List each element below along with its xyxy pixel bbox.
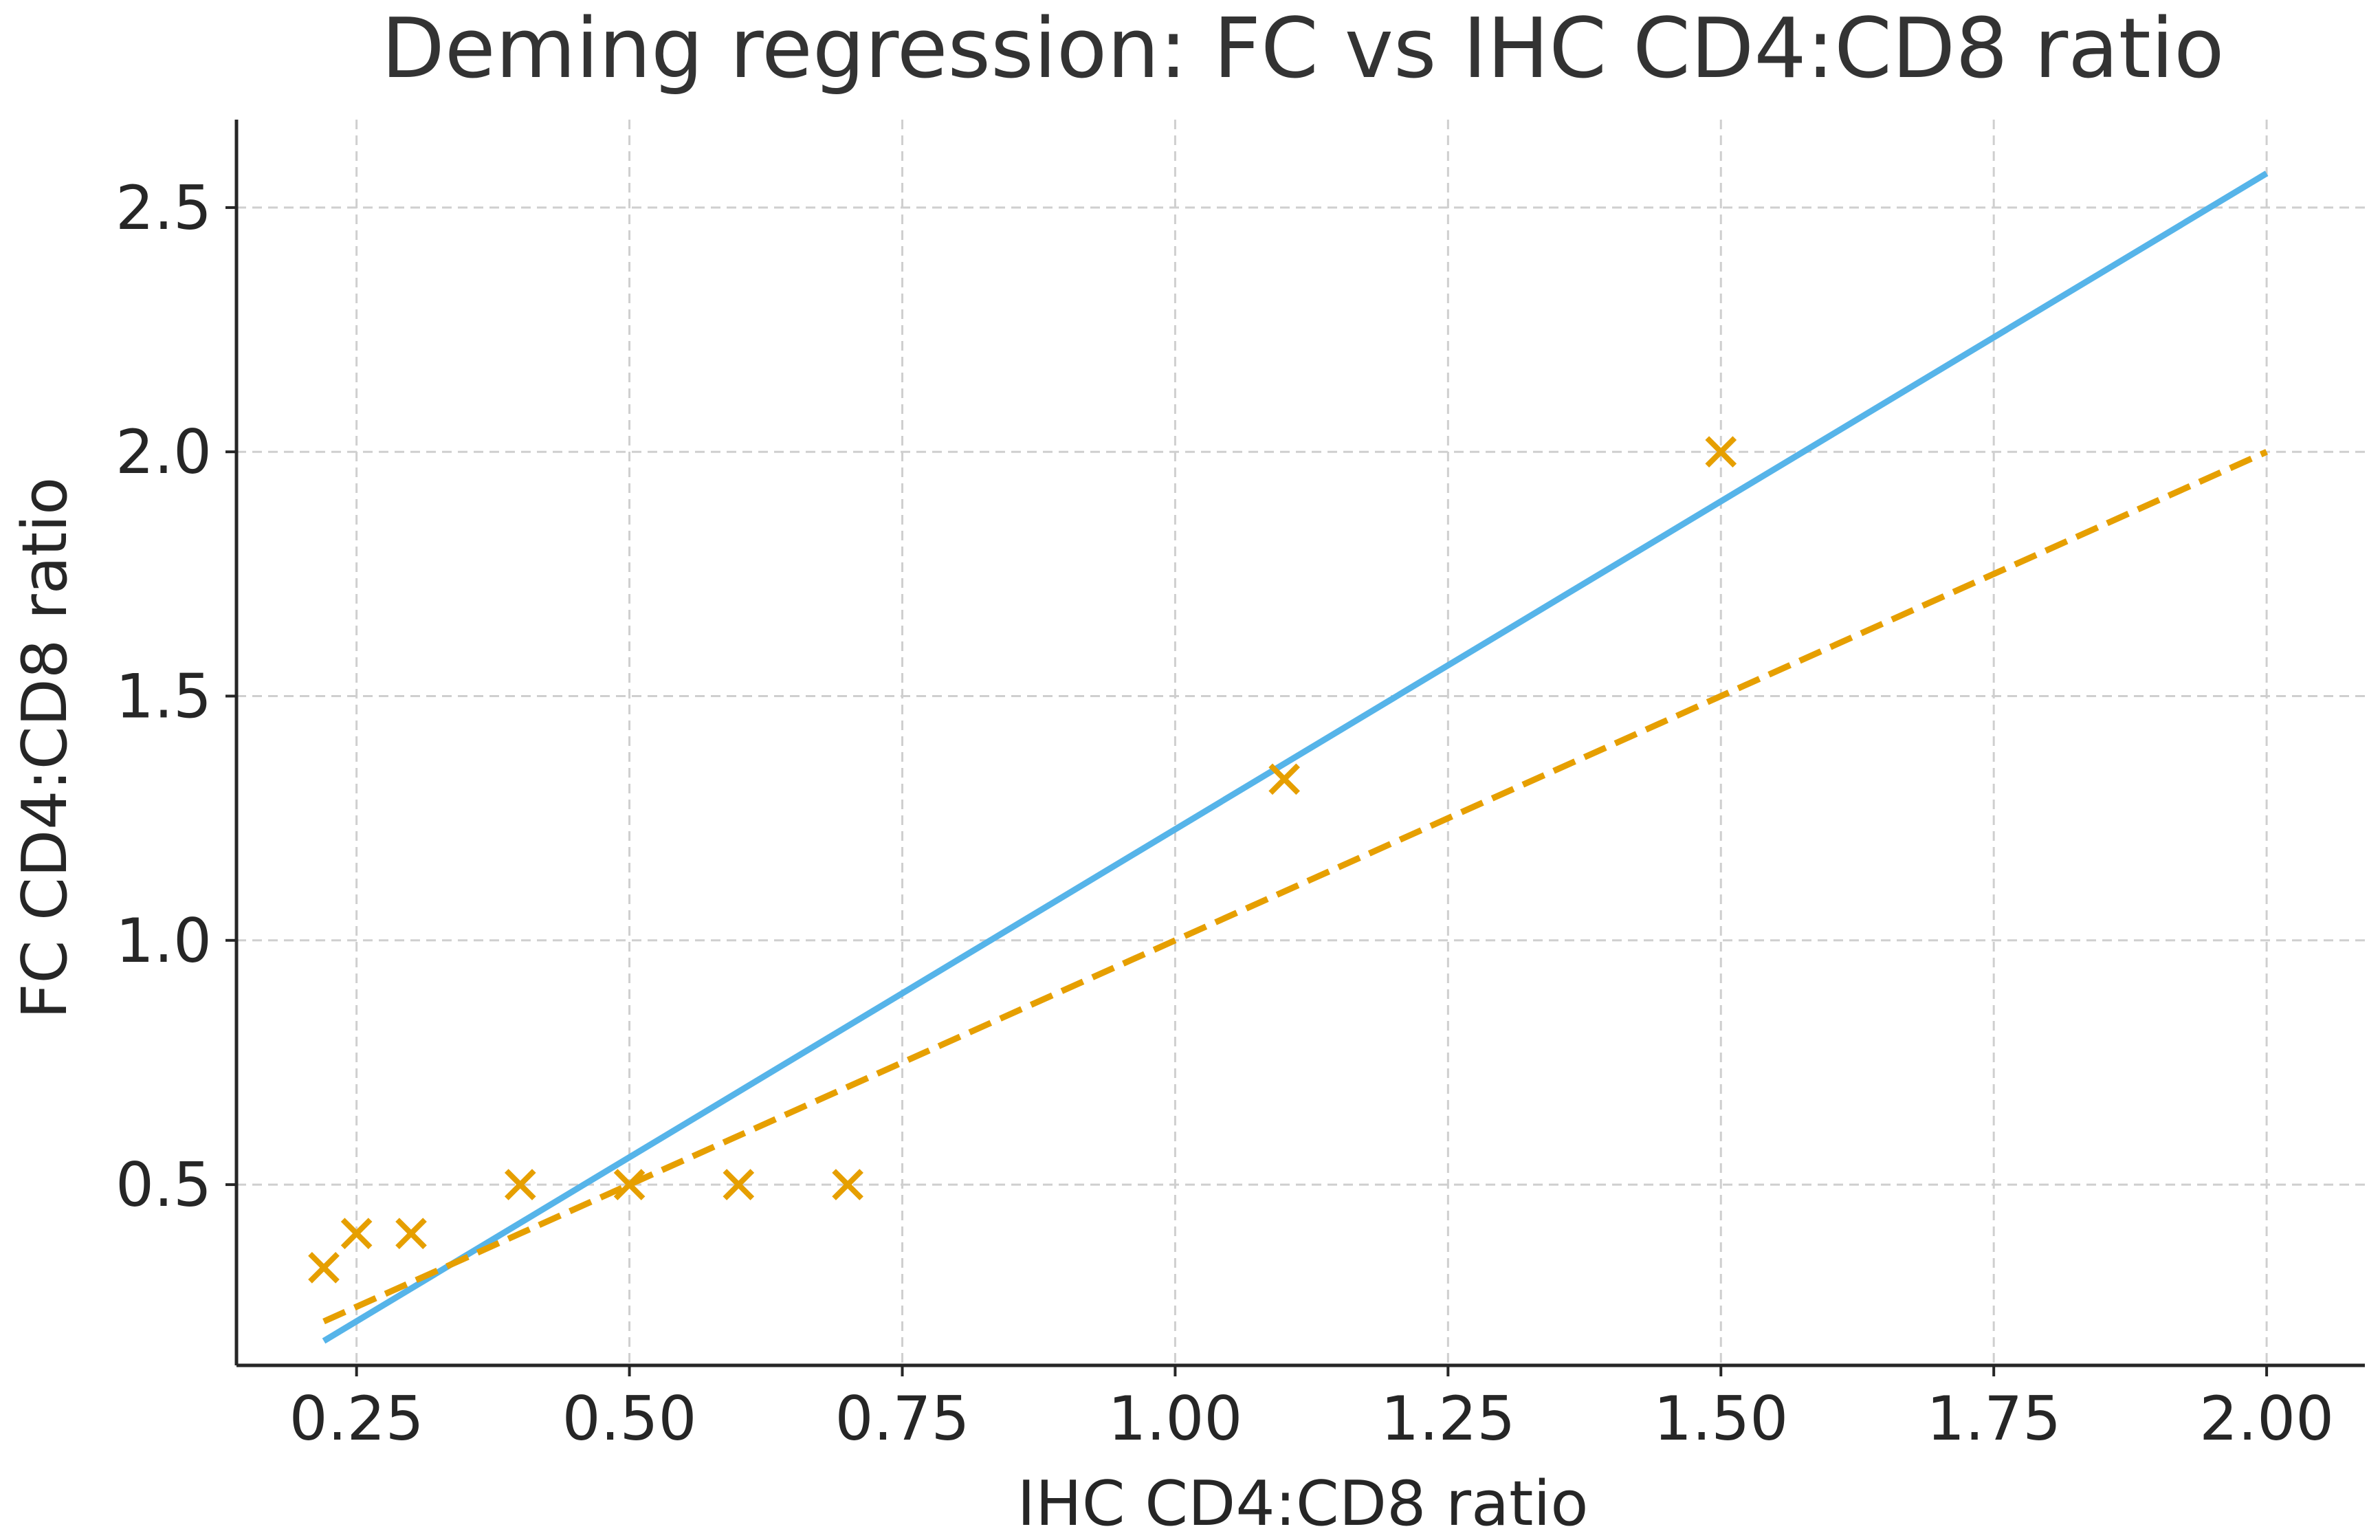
- y-tick-label: 1.0: [115, 905, 212, 976]
- point-stroke: [504, 1169, 536, 1200]
- x-tick-label: 1.75: [1926, 1383, 2061, 1454]
- point-stroke: [723, 1169, 755, 1200]
- data-point: [395, 1218, 427, 1249]
- x-tick-label: 1.25: [1380, 1383, 1515, 1454]
- point-stroke: [340, 1218, 373, 1249]
- y-tick-label: 2.0: [115, 417, 212, 487]
- grid: [236, 120, 2365, 1365]
- data-point: [308, 1252, 340, 1284]
- x-tick-label: 0.50: [562, 1383, 697, 1454]
- x-tick-label: 0.25: [289, 1383, 424, 1454]
- x-tick-label: 0.75: [835, 1383, 970, 1454]
- data-point: [613, 1169, 646, 1200]
- point-stroke: [308, 1252, 340, 1284]
- regression-lines: [322, 170, 2269, 1344]
- x-tick-label: 1.00: [1108, 1383, 1242, 1454]
- x-tick-label: 1.50: [1653, 1383, 1788, 1454]
- point-stroke: [832, 1169, 863, 1200]
- y-tick-label: 1.5: [115, 661, 212, 732]
- data-point: [832, 1169, 863, 1200]
- data-point: [1268, 763, 1301, 795]
- data-point: [504, 1169, 536, 1200]
- x-tick-label: 2.00: [2199, 1383, 2334, 1454]
- solid-line: [322, 170, 2269, 1344]
- data-point: [1705, 436, 1737, 468]
- chart-title: Deming regression: FC vs IHC CD4:CD8 rat…: [381, 1, 2224, 97]
- point-stroke: [395, 1218, 427, 1249]
- dashed-line: [322, 449, 2268, 1325]
- point-stroke: [1268, 763, 1301, 795]
- y-tick-label: 2.5: [115, 173, 212, 243]
- data-point: [723, 1169, 755, 1200]
- x-axis-label: IHC CD4:CD8 ratio: [1017, 1468, 1589, 1540]
- tick-labels: 0.25 0.50 0.75 1.00 1.25 1.50 1.75 2.00 0.5 1.0 1.…: [115, 173, 2334, 1454]
- axes: [225, 120, 2365, 1376]
- y-tick-label: 0.5: [115, 1150, 212, 1220]
- point-stroke: [613, 1169, 646, 1200]
- y-axis-label: FC CD4:CD8 ratio: [9, 477, 81, 1019]
- point-stroke: [1705, 436, 1737, 468]
- data-points: [308, 436, 1737, 1284]
- data-point: [340, 1218, 373, 1249]
